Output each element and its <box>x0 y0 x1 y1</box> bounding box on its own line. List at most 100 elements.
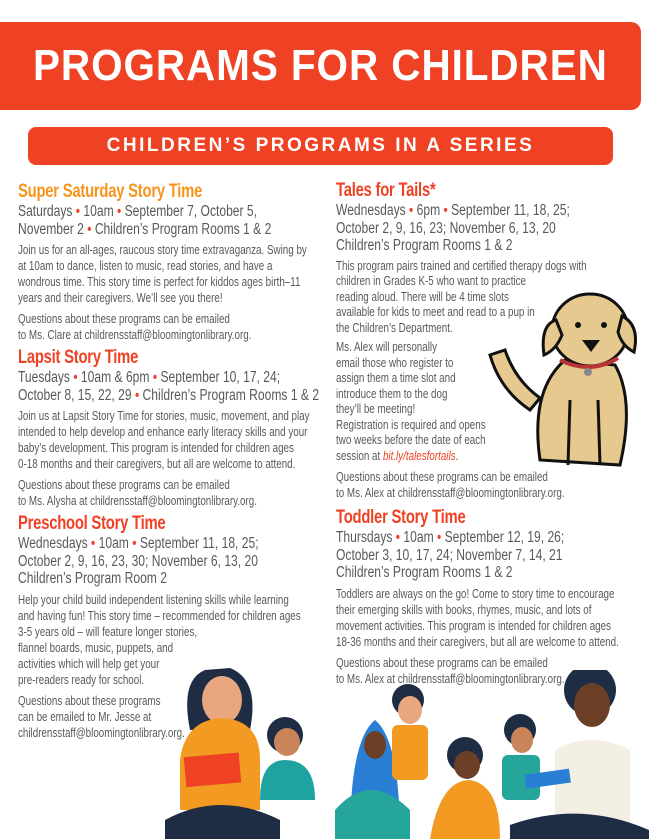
description-line: introduce them to the dog <box>336 386 448 401</box>
program-schedule: Tuesdays • 10am & 6pm • September 10, 17… <box>18 369 346 404</box>
description-line: and having fun! This story time – recomm… <box>18 608 301 623</box>
description-line: wondrous time. This story time is perfec… <box>18 275 301 289</box>
program-title: Preschool Story Time <box>18 513 166 534</box>
children-group-illustration <box>335 670 649 839</box>
contact-line: Questions about these programs <box>18 693 161 708</box>
bullet-separator: • <box>87 220 92 238</box>
description-line: children in Grades K-5 who want to pract… <box>336 274 527 288</box>
program-description: Help your child build independent listen… <box>18 592 346 688</box>
description-line: baby’s development. This program is inte… <box>18 441 294 455</box>
subheader-banner: CHILDREN’S PROGRAMS IN A SERIES <box>28 127 613 165</box>
program-schedule: Wednesdays • 10am • September 11, 18, 25… <box>18 535 346 588</box>
description-line: activities which will help get your <box>18 656 160 671</box>
program-title: Toddler Story Time <box>336 507 466 528</box>
bullet-separator: • <box>117 203 122 220</box>
schedule-line: October 8, 15, 22, 29 • Children’s Progr… <box>18 386 320 404</box>
bullet-separator: • <box>395 529 401 546</box>
program-toddler: Toddler Story Time Thursdays • 10am • Sep… <box>336 507 649 687</box>
program-contact: Questions about these programs can be ema… <box>18 693 346 741</box>
schedule-line: November 2 • Children’s Program Rooms 1 … <box>18 220 272 238</box>
contact-line: Questions about these programs can be em… <box>336 470 548 484</box>
description-line: session at bit.ly/talesfortails. <box>336 448 459 463</box>
description-line: 3-5 years old – will feature longer stor… <box>18 624 198 639</box>
bullet-separator: • <box>132 535 137 552</box>
bullet-separator: • <box>73 369 78 386</box>
bullet-separator: • <box>443 202 448 219</box>
schedule-line: Children’s Program Rooms 1 & 2 <box>336 564 513 581</box>
description-line: Join us at Lapsit Story Time for stories… <box>18 409 310 423</box>
description-line: flannel boards, music, puppets, and <box>18 640 174 655</box>
description-line: their emerging skills with books, rhymes… <box>336 602 592 617</box>
bullet-separator: • <box>75 203 81 220</box>
bullet-separator: • <box>91 535 96 552</box>
program-description: Toddlers are always on the go! Come to s… <box>336 586 649 650</box>
contact-line: to Ms. Alex at childrensstaff@bloomingto… <box>336 486 565 500</box>
contact-line: Questions about these programs can be em… <box>18 478 230 492</box>
contact-line: Questions about these programs can be em… <box>18 312 230 326</box>
program-schedule: Thursdays • 10am • September 12, 19, 26;… <box>336 529 649 582</box>
program-contact: Questions about these programs can be em… <box>336 469 649 501</box>
registration-link[interactable]: bit.ly/talesfortails <box>382 448 456 463</box>
description-line: email those who register to <box>336 355 454 370</box>
right-column: Tales for Tails* Wednesdays • 6pm • Septe… <box>336 180 649 687</box>
description-line: available for kids to meet and read to a… <box>336 305 535 319</box>
program-preschool: Preschool Story Time Wednesdays • 10am • … <box>18 513 346 741</box>
description-line: 0-18 months and their caregivers, but al… <box>18 457 296 471</box>
description-line: intended to help develop and enhance ear… <box>18 425 308 439</box>
description-line: Help your child build independent listen… <box>18 592 289 607</box>
description-line: Join us for an all-ages, raucous story t… <box>18 243 307 257</box>
program-contact: Questions about these programs can be em… <box>18 477 346 509</box>
left-column: Super Saturday Story Time Saturdays • 10a… <box>18 181 438 741</box>
schedule-line: Thursdays • 10am • September 12, 19, 26; <box>336 529 565 546</box>
description-line: movement activities. This program is int… <box>336 618 611 633</box>
description-line: Toddlers are always on the go! Come to s… <box>336 586 615 601</box>
program-lapsit: Lapsit Story Time Tuesdays • 10am & 6pm •… <box>18 347 346 509</box>
contact-line: Questions about these programs can be em… <box>336 655 548 670</box>
header-banner: PROGRAMS FOR CHILDREN <box>0 22 641 110</box>
schedule-line: October 2, 9, 16, 23; November 6, 13, 20 <box>336 219 556 237</box>
program-tales-for-tails: Tales for Tails* Wednesdays • 6pm • Septe… <box>336 180 649 501</box>
description-line: reading aloud. There will be 4 time slot… <box>336 289 509 304</box>
program-title: Lapsit Story Time <box>18 347 139 368</box>
description-line: they’ll be meeting! <box>336 402 416 416</box>
schedule-line: October 2, 9, 16, 23, 30; November 6, 13… <box>18 552 258 570</box>
contact-line: to Ms. Alysha at childrensstaff@blooming… <box>18 494 257 508</box>
schedule-line: Wednesdays • 10am • September 11, 18, 25… <box>18 535 259 552</box>
program-description: Join us for an all-ages, raucous story t… <box>18 242 346 306</box>
program-registration-info: Ms. Alex will personally email those who … <box>336 340 649 464</box>
program-super-saturday: Super Saturday Story Time Saturdays • 10a… <box>18 181 346 343</box>
description-line: assign them a time slot and <box>336 371 456 385</box>
description-line: the Children’s Department. <box>336 320 453 335</box>
description-line: years and their caregivers. We’ll see yo… <box>18 291 223 305</box>
bullet-separator: • <box>134 386 140 404</box>
description-line: This program pairs trained and certified… <box>336 258 587 273</box>
schedule-line: October 3, 10, 17, 24; November 7, 14, 2… <box>336 546 563 564</box>
section-title: CHILDREN’S PROGRAMS IN A SERIES <box>106 135 535 156</box>
program-description: This program pairs trained and certified… <box>336 259 649 337</box>
schedule-line: Children’s Program Rooms 1 & 2 <box>336 237 513 254</box>
description-line: 18-36 months and their caregivers, but a… <box>336 634 619 649</box>
bullet-separator: • <box>409 202 414 219</box>
dog-illustration <box>488 292 637 467</box>
description-line: Ms. Alex will personally <box>336 340 437 354</box>
schedule-line: Saturdays • 10am • September 7, October … <box>18 203 258 220</box>
contact-line: to Ms. Clare at childrensstaff@bloomingt… <box>18 328 252 342</box>
teacher-reading-illustration <box>165 668 315 839</box>
program-schedule: Saturdays • 10am • September 7, October … <box>18 203 346 238</box>
page-title: PROGRAMS FOR CHILDREN <box>33 41 608 90</box>
contact-line: can be emailed to Mr. Jesse at <box>18 709 152 724</box>
program-description: Join us at Lapsit Story Time for stories… <box>18 408 346 472</box>
description-line: Registration is required and opens <box>336 417 486 432</box>
program-title: Super Saturday Story Time <box>18 181 203 202</box>
program-title: Tales for Tails* <box>336 180 436 201</box>
program-contact: Questions about these programs can be em… <box>336 655 649 687</box>
description-line: two weeks before the date of each <box>336 433 486 447</box>
schedule-line: Wednesdays • 6pm • September 11, 18, 25; <box>336 202 570 219</box>
description-line: pre-readers ready for school. <box>18 672 145 687</box>
schedule-line: Tuesdays • 10am & 6pm • September 10, 17… <box>18 369 281 386</box>
contact-line: childrensstaff@bloomingtonlibrary.org. <box>18 725 185 740</box>
bullet-separator: • <box>437 529 442 546</box>
description-line: at 10am to dance, listen to music, read … <box>18 259 273 273</box>
schedule-line: Children’s Program Room 2 <box>18 570 167 587</box>
bullet-separator: • <box>152 369 158 386</box>
